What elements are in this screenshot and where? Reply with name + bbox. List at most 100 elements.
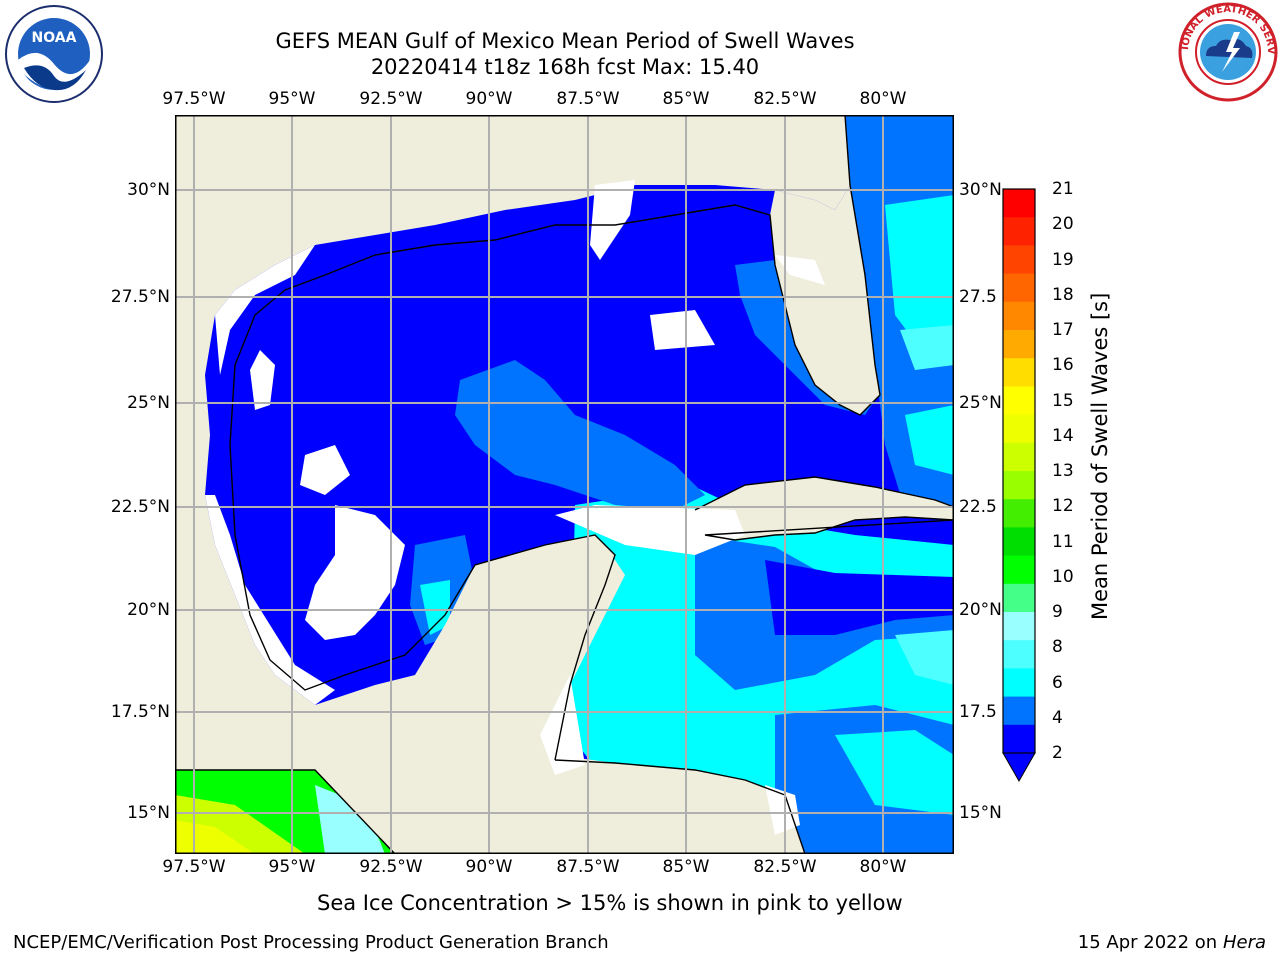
colorbar-segment xyxy=(1003,499,1035,528)
lat-tick-right: 27.5 xyxy=(959,287,997,307)
colorbar xyxy=(1002,188,1036,783)
lon-tick-top: 80°W xyxy=(859,89,907,109)
lon-tick-bottom: 87.5°W xyxy=(556,857,620,877)
colorbar-segment xyxy=(1003,273,1035,303)
lon-tick-bottom: 92.5°W xyxy=(359,857,423,877)
lat-tick-left: 15°N xyxy=(127,803,170,823)
lon-tick-top: 87.5°W xyxy=(556,89,620,109)
colorbar-tick-label: 19 xyxy=(1052,249,1074,270)
mask-florida-west xyxy=(775,255,825,285)
lon-tick-bottom: 80°W xyxy=(859,857,907,877)
footer-date: 15 Apr 2022 on Hera xyxy=(1078,932,1266,953)
colorbar-tick-label: 12 xyxy=(1052,496,1074,517)
lat-tick-left: 17.5°N xyxy=(110,702,170,722)
lon-tick-top: 90°W xyxy=(465,89,513,109)
footer-branch: NCEP/EMC/Verification Post Processing Pr… xyxy=(13,932,609,953)
lat-tick-right: 22.5 xyxy=(959,497,997,517)
lon-tick-top: 92.5°W xyxy=(359,89,423,109)
colorbar-segment xyxy=(1003,189,1035,218)
colorbar-tick-label: 10 xyxy=(1052,566,1074,587)
coastlines xyxy=(175,115,954,854)
colorbar-extend-arrow xyxy=(1002,752,1036,783)
title-line-1: GEFS MEAN Gulf of Mexico Mean Period of … xyxy=(275,29,855,53)
footer-date-text: 15 Apr 2022 on xyxy=(1077,932,1223,953)
colorbar-tick-label: 15 xyxy=(1052,390,1074,411)
lon-tick-top: 82.5°W xyxy=(753,89,817,109)
lat-tick-left: 27.5°N xyxy=(110,287,170,307)
gulf-swell-mid xyxy=(455,360,705,510)
footer-host: Hera xyxy=(1222,932,1266,953)
colorbar-segment xyxy=(1003,217,1035,246)
mask-patch-2 xyxy=(305,505,405,640)
mask-patch-4 xyxy=(650,310,715,350)
land-yucatan xyxy=(495,535,615,765)
colorbar-tick-label: 13 xyxy=(1052,461,1074,481)
colorbar-tick-label: 6 xyxy=(1052,672,1063,693)
colorbar-tick-label: 2 xyxy=(1052,743,1063,763)
colorbar-tick-label: 11 xyxy=(1052,531,1074,552)
colorbar-tick-label: 4 xyxy=(1052,707,1063,728)
title-line-2: 20220414 t18z 168h fcst Max: 15.40 xyxy=(370,55,760,79)
mask-patch-5 xyxy=(250,350,275,410)
lat-tick-right: 15°N xyxy=(959,803,1002,823)
lon-tick-bottom: 95°W xyxy=(268,857,316,877)
bahamas-swell xyxy=(905,405,954,475)
colorbar-tick-label: 18 xyxy=(1052,284,1074,305)
lon-tick-top: 97.5°W xyxy=(162,89,226,109)
colorbar-segment xyxy=(1003,555,1035,585)
colorbar-segment xyxy=(1003,612,1035,641)
colorbar-segments xyxy=(1003,189,1035,754)
pacific-swell-low xyxy=(315,785,385,854)
lat-tick-right: 20°N xyxy=(959,600,1002,620)
graticule xyxy=(175,115,954,854)
colorbar-segment xyxy=(1003,414,1035,444)
colorbar-tick-label: 17 xyxy=(1052,320,1074,340)
land-florida xyxy=(770,185,880,415)
campeche-swell-peak xyxy=(420,580,450,635)
land-cuba xyxy=(695,477,954,540)
lon-tick-top: 95°W xyxy=(268,89,316,109)
lon-tick-bottom: 82.5°W xyxy=(753,857,817,877)
noaa-logo: NOAA xyxy=(5,5,103,103)
colorbar-tick-label: 20 xyxy=(1052,214,1074,235)
lon-tick-top: 85°W xyxy=(662,89,710,109)
colorbar-segment xyxy=(1003,471,1035,500)
colorbar-label: Mean Period of Swell Waves [s] xyxy=(1088,292,1112,620)
colorbar-segment xyxy=(1003,386,1035,416)
lat-tick-left: 30°N xyxy=(127,180,170,200)
lon-tick-bottom: 85°W xyxy=(662,857,710,877)
colorbar-tick-label: 14 xyxy=(1052,425,1074,446)
colorbar-tick-label: 9 xyxy=(1052,602,1063,622)
map-panel xyxy=(175,115,954,854)
noaa-text: NOAA xyxy=(32,30,77,46)
lon-tick-bottom: 97.5°W xyxy=(162,857,226,877)
atlantic-swell-peak xyxy=(900,325,954,370)
mask-patch-3 xyxy=(590,180,635,260)
sea-ice-note: Sea Ice Concentration > 15% is shown in … xyxy=(317,891,903,915)
mask-honduras xyxy=(765,785,800,835)
lat-tick-right: 17.5 xyxy=(959,702,997,722)
caribbean-deep-band xyxy=(765,560,954,635)
lon-tick-bottom: 90°W xyxy=(465,857,513,877)
land-central-america xyxy=(545,755,805,854)
colorbar-frame xyxy=(1002,188,1036,754)
colorbar-segment xyxy=(1003,301,1035,331)
lat-tick-right: 30°N xyxy=(959,180,1002,200)
colorbar-segment xyxy=(1003,696,1035,726)
caribbean-swell-peak xyxy=(895,630,954,685)
nws-logo: NATIONAL WEATHER SERVICE xyxy=(1176,2,1278,102)
mask-nw xyxy=(215,245,315,375)
colorbar-segment xyxy=(1003,330,1035,359)
colorbar-tick-label: 8 xyxy=(1052,637,1063,658)
mask-patch-1 xyxy=(300,445,350,495)
colorbar-segment xyxy=(1003,583,1035,613)
colorbar-segment xyxy=(1003,724,1035,754)
colorbar-segment xyxy=(1003,668,1035,698)
colorbar-segment xyxy=(1003,245,1035,275)
colorbar-segment xyxy=(1003,527,1035,557)
lat-tick-left: 22.5°N xyxy=(110,497,170,517)
mask-cuba-south xyxy=(555,505,745,555)
colorbar-segment xyxy=(1003,640,1035,669)
atlantic-swell xyxy=(885,195,954,365)
map-frame xyxy=(175,115,954,854)
